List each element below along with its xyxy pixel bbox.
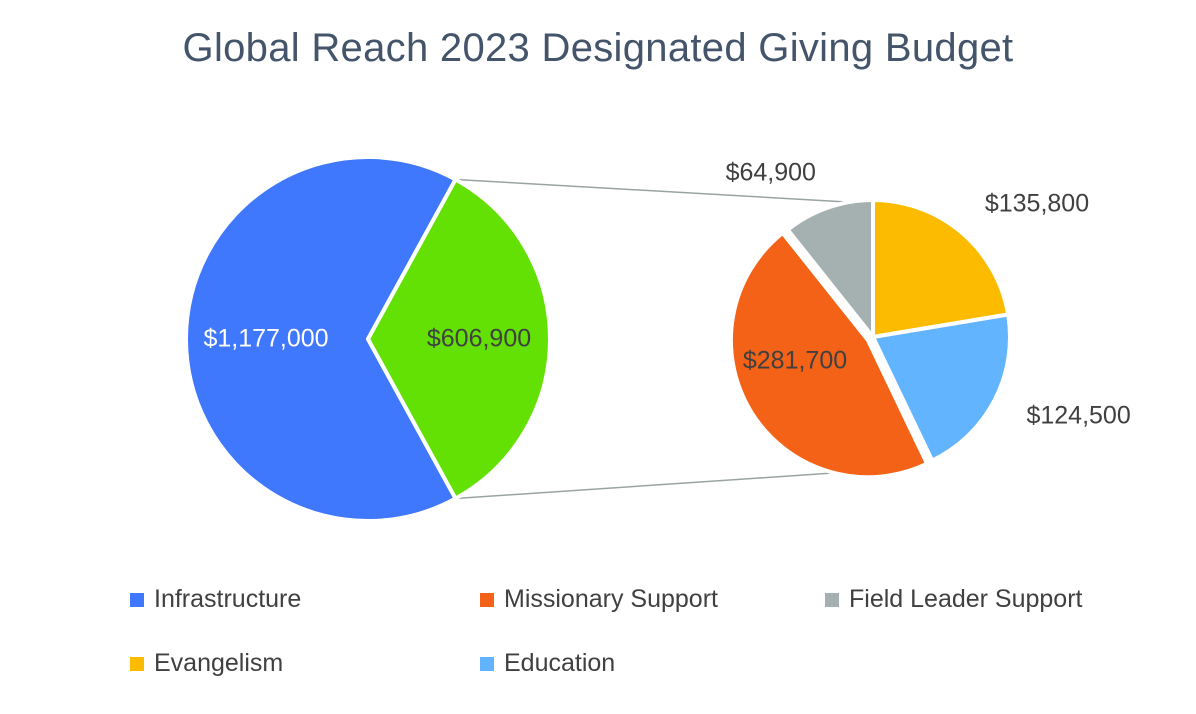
legend-swatch-education xyxy=(480,656,494,671)
secondary-slice-evangelism xyxy=(871,198,1011,339)
secondary-slice-education xyxy=(871,312,1012,463)
connector-line-top xyxy=(455,178,850,203)
legend-label-field-leader-support: Field Leader Support xyxy=(849,585,1083,613)
data-label-evangelism: $135,800 xyxy=(985,190,1089,218)
connector-line-bottom xyxy=(455,471,850,500)
data-label-field-leader-support: $64,900 xyxy=(726,158,816,186)
secondary-slice-field-leader-support xyxy=(785,198,875,339)
legend-swatch-field-leader-support xyxy=(825,592,839,607)
main-slice-other xyxy=(366,177,552,501)
secondary-slice-missionary-support xyxy=(728,230,930,480)
data-labels: $1,177,000 $606,900 $64,900 $135,800 $124,50… xyxy=(203,158,1130,429)
legend-swatch-missionary-support xyxy=(480,592,494,607)
connector-lines xyxy=(455,178,850,500)
data-label-other: $606,900 xyxy=(427,325,531,353)
data-label-education: $124,500 xyxy=(1026,401,1130,429)
legend-item-field-leader-support: Field Leader Support xyxy=(825,585,1082,614)
legend-swatch-evangelism xyxy=(130,656,144,671)
legend-item-infrastructure: Infrastructure xyxy=(130,585,301,614)
legend-label-evangelism: Evangelism xyxy=(154,649,284,677)
legend-swatch-infrastructure xyxy=(130,592,144,607)
legend-label-infrastructure: Infrastructure xyxy=(154,585,302,613)
legend-item-evangelism: Evangelism xyxy=(130,649,283,678)
secondary-pie xyxy=(728,198,1012,480)
legend-label-education: Education xyxy=(504,649,616,677)
data-label-infrastructure: $1,177,000 xyxy=(203,325,328,353)
chart-title: Global Reach 2023 Designated Giving Budg… xyxy=(182,26,1014,70)
main-pie xyxy=(184,155,552,523)
data-label-missionary-support: $281,700 xyxy=(743,347,847,375)
main-slice-infrastructure xyxy=(184,155,458,523)
legend-item-education: Education xyxy=(480,649,615,678)
legend-label-missionary-support: Missionary Support xyxy=(504,585,718,613)
legend: Infrastructure Missionary Support Field Le… xyxy=(0,576,1196,696)
legend-item-missionary-support: Missionary Support xyxy=(480,585,718,614)
